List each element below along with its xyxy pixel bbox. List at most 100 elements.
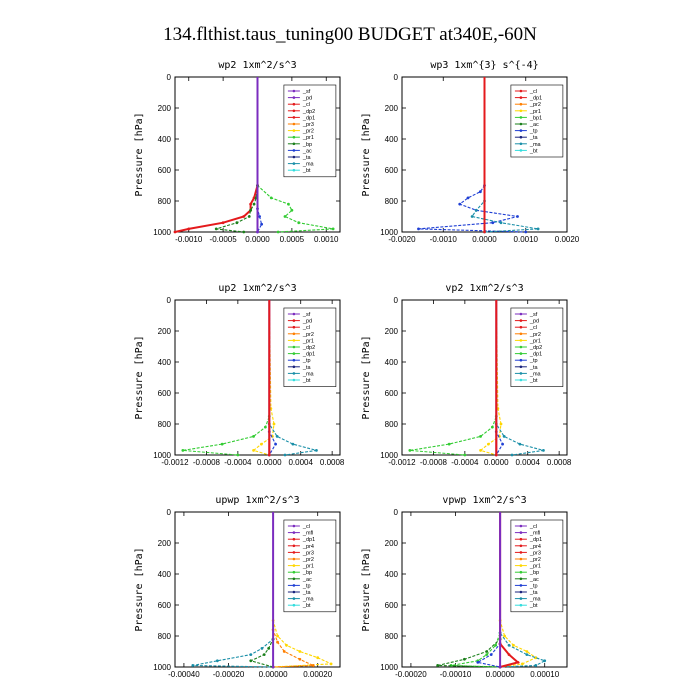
legend-marker: [292, 142, 296, 146]
y-tick-label: 200: [158, 539, 172, 548]
legend-marker: [292, 537, 296, 541]
panel-title: upwp 1xm^2/s^3: [215, 495, 299, 506]
chart-panel: upwp 1xm^2/s^3 Pressure [hPa] 0 200 400 600 80…: [134, 495, 341, 679]
series-point: [283, 453, 287, 457]
legend-label: _ma: [529, 597, 542, 603]
legend-marker: [519, 358, 523, 362]
legend-marker: [292, 102, 296, 106]
legend-marker: [519, 325, 523, 329]
series-point: [214, 227, 218, 231]
legend-label: _cl: [529, 524, 537, 530]
legend-marker: [292, 570, 296, 574]
series-point: [507, 643, 511, 647]
series-point: [474, 208, 478, 212]
legend-marker: [519, 129, 523, 132]
legend-label: _tp: [529, 358, 538, 364]
legend-marker: [292, 372, 296, 375]
x-tick-label: 0.0020: [555, 235, 580, 244]
series-point: [258, 215, 261, 218]
panel-title: wp2 1xm^2/s^3: [218, 60, 296, 71]
y-tick-label: 400: [158, 570, 172, 579]
series-point: [262, 653, 266, 656]
legend-marker: [519, 590, 523, 594]
y-tick-label: 400: [385, 135, 399, 144]
series-point: [267, 453, 271, 457]
legend-label: _ma: [302, 597, 315, 603]
series-point: [534, 664, 538, 667]
y-tick-label: 200: [385, 327, 399, 336]
legend-label: _sf: [302, 312, 311, 318]
series-point: [285, 643, 288, 647]
legend-label: _pr1: [529, 109, 541, 115]
legend-marker: [292, 122, 296, 126]
x-tick-label: 0.0000: [472, 235, 497, 244]
series-point: [447, 442, 451, 446]
legend-marker: [292, 358, 296, 362]
series-point: [298, 657, 302, 661]
y-tick-label: 800: [158, 197, 172, 206]
x-tick-label: -0.00020: [213, 670, 245, 679]
legend-marker: [519, 603, 523, 607]
y-axis-label: Pressure [hPa]: [134, 335, 145, 419]
series-point: [507, 653, 511, 656]
legend-label: _pr2: [529, 332, 541, 338]
series-point: [282, 650, 286, 653]
series-point: [485, 653, 489, 656]
x-tick-label: -0.0004: [451, 458, 479, 467]
legend-label: _ma: [529, 142, 542, 148]
legend-label: _pr2: [302, 332, 314, 338]
legend-label: _ta: [529, 135, 539, 141]
series-point: [542, 448, 545, 452]
legend-label: _bp: [529, 570, 539, 576]
legend-label: _bt: [302, 603, 311, 609]
x-tick-label: 0.0008: [320, 458, 345, 467]
series-point: [516, 215, 519, 218]
y-tick-label: 400: [158, 135, 172, 144]
legend-marker: [519, 142, 523, 146]
x-tick-label: -0.0010: [175, 235, 203, 244]
series-point: [242, 215, 246, 218]
x-tick-label: 0.0010: [314, 235, 339, 244]
x-tick-label: 0.00000: [259, 670, 288, 679]
legend-label: _tp: [302, 583, 311, 589]
legend-marker: [292, 168, 296, 172]
legend-marker: [519, 597, 523, 600]
series-point: [524, 230, 528, 234]
y-tick-label: 0: [167, 508, 172, 517]
legend-marker: [519, 524, 523, 528]
legend-label: _dp1: [529, 537, 542, 543]
series-line: [409, 300, 497, 456]
series-point: [252, 196, 256, 200]
legend-marker: [519, 89, 523, 93]
series-point: [298, 650, 302, 653]
series-line: [476, 512, 501, 668]
x-tick-label: -0.0004: [224, 458, 252, 467]
legend-marker: [292, 603, 296, 607]
series-point: [494, 453, 498, 457]
legend-label: _pr2: [302, 129, 314, 135]
y-tick-label: 600: [385, 601, 399, 610]
y-tick-label: 400: [385, 358, 399, 367]
figure-title: 134.flthist.taus_tuning00 BUDGET at340E,…: [163, 24, 537, 45]
x-tick-label: -0.0005: [210, 235, 238, 244]
x-tick-label: 0.0004: [288, 458, 313, 467]
legend-marker: [519, 109, 523, 113]
y-tick-label: 0: [167, 73, 172, 82]
x-tick-label: 0.0005: [280, 235, 305, 244]
legend-marker: [519, 537, 523, 541]
series-point: [329, 662, 333, 666]
legend-label: _mfl: [529, 531, 540, 537]
y-tick-label: 600: [158, 601, 172, 610]
legend-label: _dp1: [529, 96, 542, 102]
series-point: [287, 202, 290, 206]
legend-label: _dp2: [529, 345, 542, 351]
legend-marker: [519, 352, 523, 355]
x-tick-label: -0.0020: [388, 235, 416, 244]
legend-marker: [292, 312, 296, 316]
legend-marker: [292, 590, 296, 594]
legend-label: _pr3: [302, 550, 314, 556]
legend-label: _pr4: [302, 544, 314, 550]
legend-marker: [292, 584, 296, 587]
series-point: [236, 453, 240, 457]
x-tick-label: 0.0004: [515, 458, 540, 467]
